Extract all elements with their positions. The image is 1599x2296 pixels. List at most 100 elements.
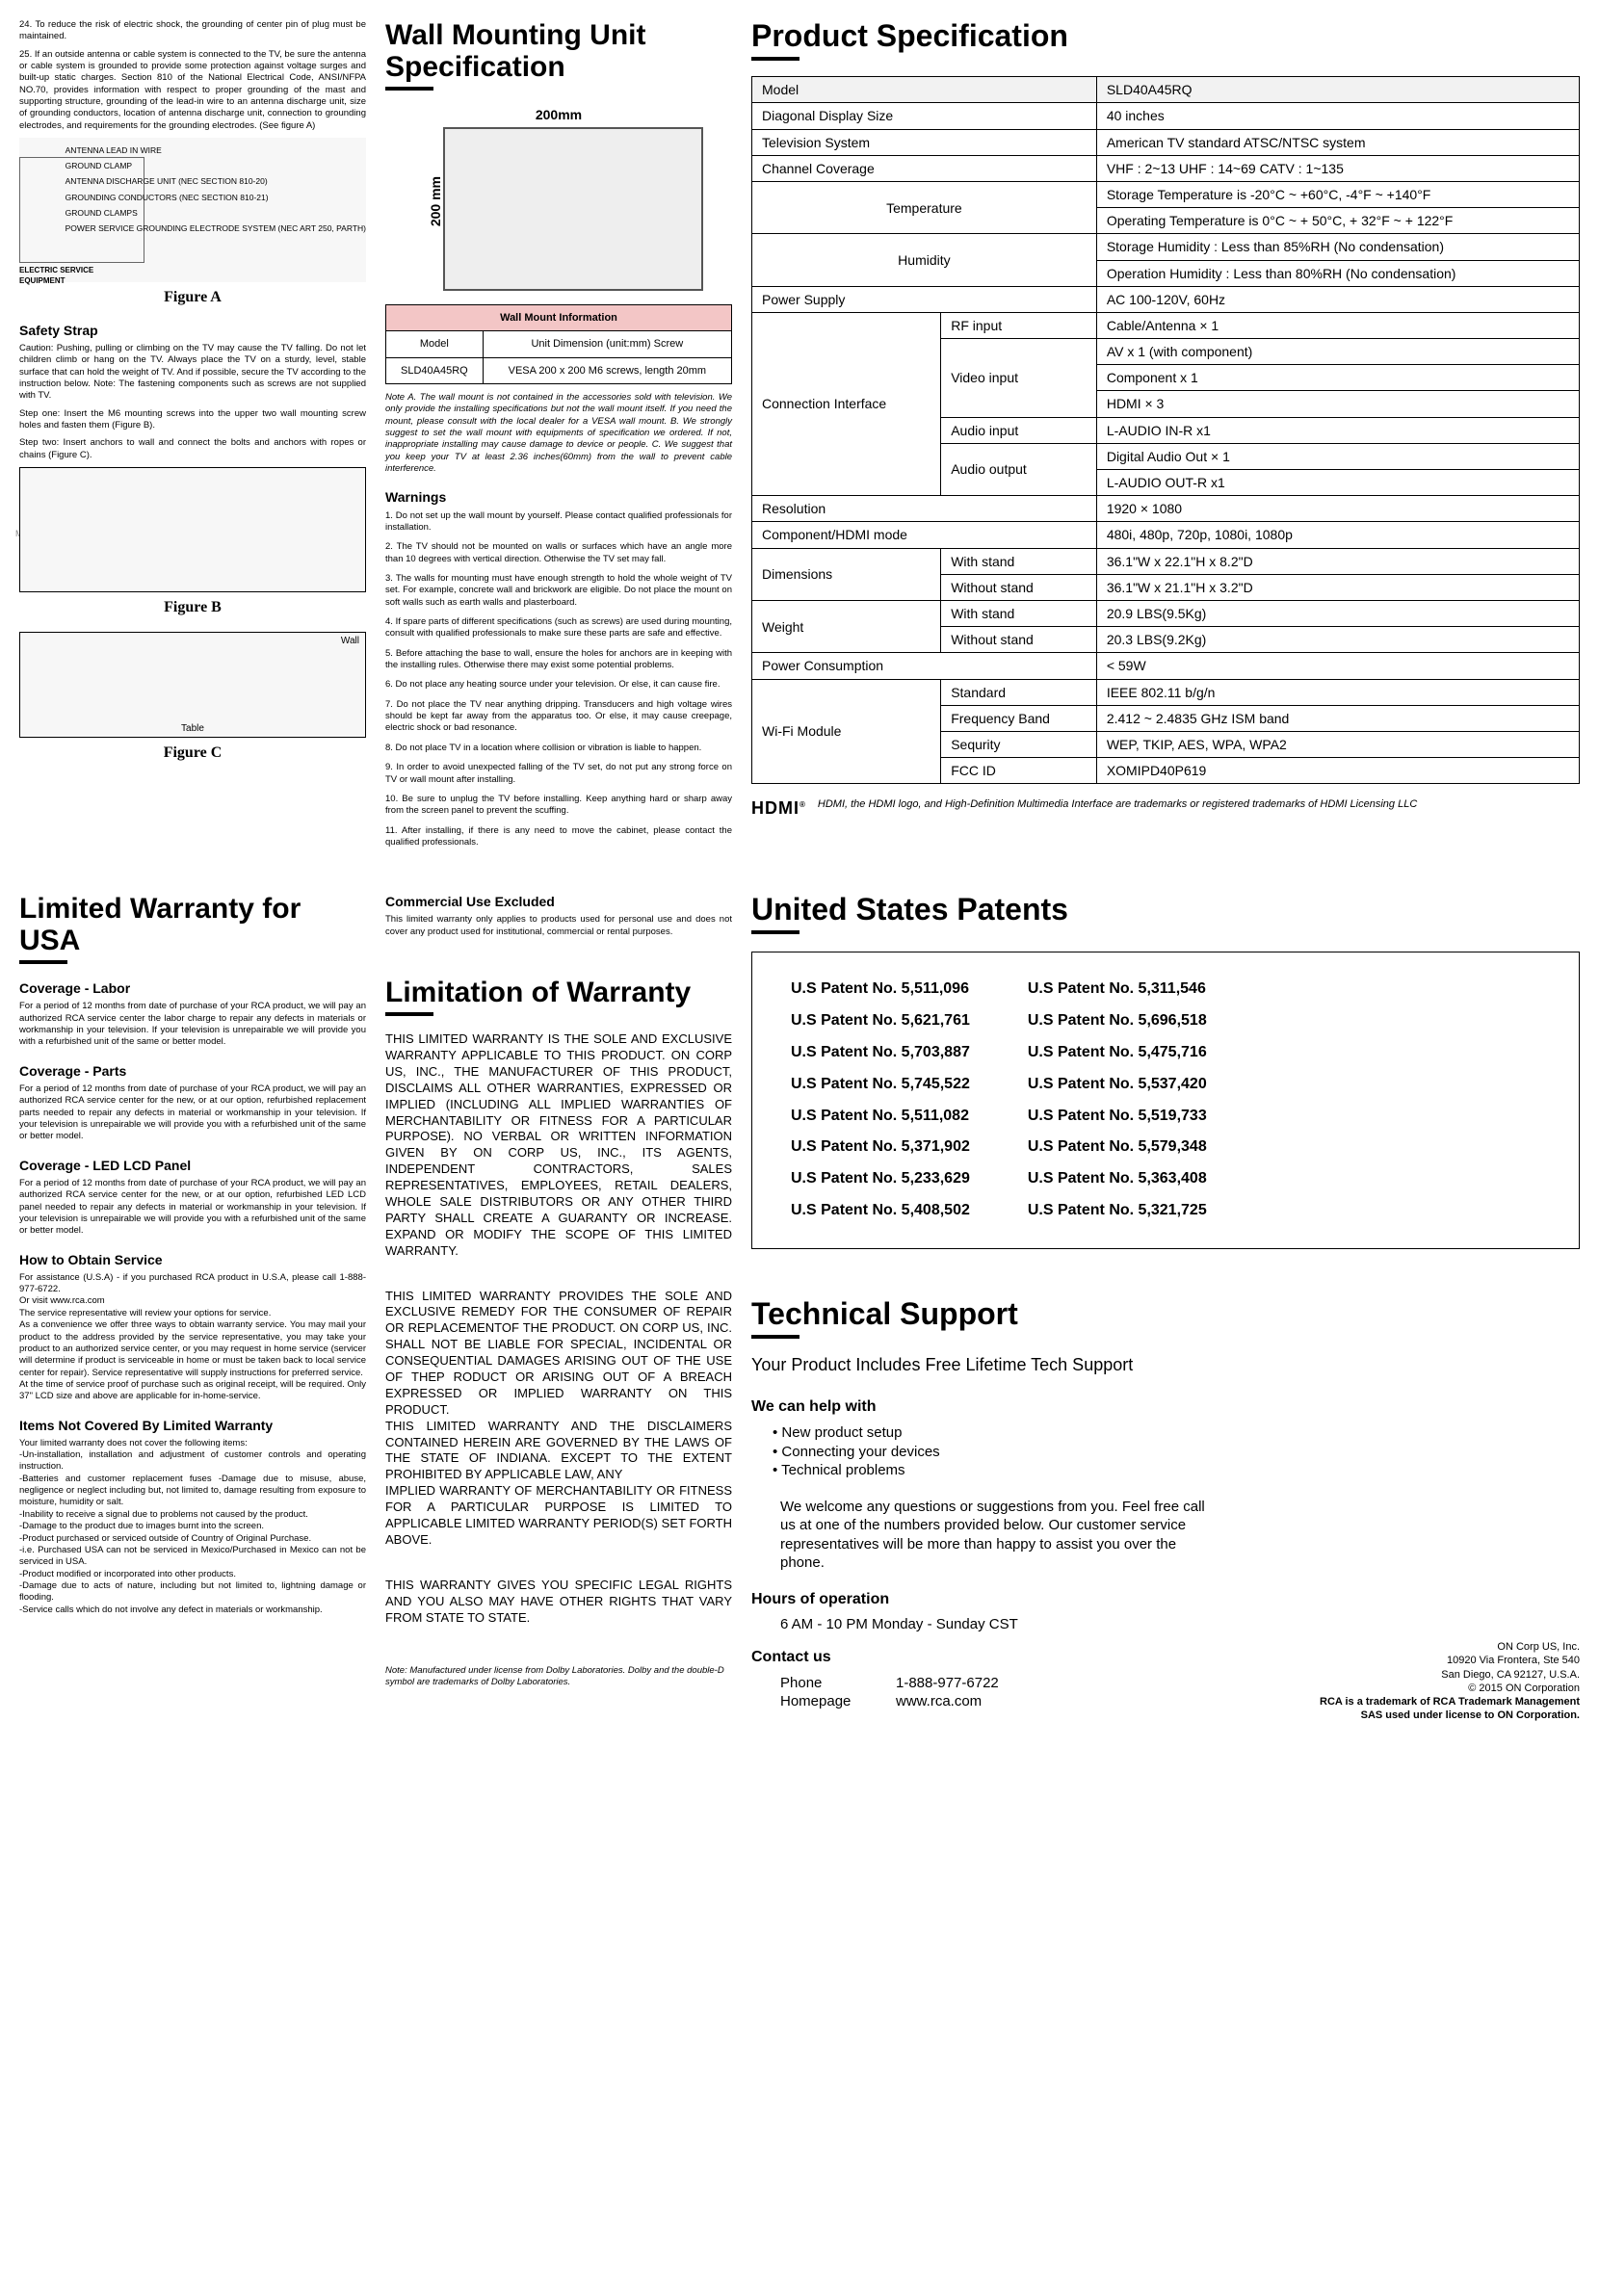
spec-val: 20.9 LBS(9.5Kg) xyxy=(1096,600,1579,626)
footer-line: 10920 Via Frontera, Ste 540 xyxy=(1320,1654,1580,1667)
rule xyxy=(751,930,800,934)
wall-mount-note: Note A. The wall mount is not contained … xyxy=(385,392,732,475)
patent-item: U.S Patent No. 5,475,716 xyxy=(1028,1043,1207,1063)
hdmi-text: HDMI, the HDMI logo, and High-Definition… xyxy=(818,797,1417,811)
table-label: Table xyxy=(181,722,204,735)
spec-sublabel: With stand xyxy=(941,548,1097,574)
spec-sublabel: Standard xyxy=(941,679,1097,705)
help-item: New product setup xyxy=(773,1423,1580,1443)
figure-a-caption: Figure A xyxy=(19,288,366,308)
howto-p: For assistance (U.S.A) - if you purchase… xyxy=(19,1272,366,1403)
footer-line: © 2015 ON Corporation xyxy=(1320,1682,1580,1695)
spec-val: AC 100-120V, 60Hz xyxy=(1096,286,1579,312)
cov-panel-title: Coverage - LED LCD Panel xyxy=(19,1157,366,1174)
spec-sublabel: Audio input xyxy=(941,417,1097,443)
patent-item: U.S Patent No. 5,745,522 xyxy=(791,1075,970,1095)
spec-label: Resolution xyxy=(752,496,1097,522)
spec-val: Digital Audio Out × 1 xyxy=(1096,443,1579,469)
patent-item: U.S Patent No. 5,511,082 xyxy=(791,1107,970,1127)
safety-strap-s1: Step one: Insert the M6 mounting screws … xyxy=(19,408,366,432)
spec-val: 36.1"W x 21.1"H x 3.2"D xyxy=(1096,574,1579,600)
wall-mount-diagram: 200mm 200 mm xyxy=(414,106,703,291)
patents-title: United States Patents xyxy=(751,893,1580,926)
warning-item: 8. Do not place TV in a location where c… xyxy=(385,743,732,754)
warning-item: 5. Before attaching the base to wall, en… xyxy=(385,648,732,672)
rule xyxy=(385,1012,433,1016)
spec-label: Connection Interface xyxy=(752,312,941,495)
spec-label: Temperature xyxy=(752,181,1097,233)
patent-item: U.S Patent No. 5,311,546 xyxy=(1028,979,1207,1000)
spec-val: Operating Temperature is 0°C ~ + 50°C, +… xyxy=(1096,208,1579,234)
spec-label: Channel Coverage xyxy=(752,155,1097,181)
figure-b-diagram xyxy=(19,467,366,592)
spec-val: L-AUDIO OUT-R x1 xyxy=(1096,470,1579,496)
tech-welcome: We welcome any questions or suggestions … xyxy=(751,1498,1214,1573)
spec-val: AV x 1 (with component) xyxy=(1096,339,1579,365)
lim-war-title: Limitation of Warranty xyxy=(385,977,732,1008)
wm-table-header: Wall Mount Information xyxy=(386,305,732,331)
tech-subtitle: Your Product Includes Free Lifetime Tech… xyxy=(751,1354,1580,1376)
spec-table: ModelSLD40A45RQ Diagonal Display Size40 … xyxy=(751,76,1580,784)
rule xyxy=(751,1335,800,1339)
dim-horizontal: 200mm xyxy=(414,106,703,123)
spec-label: Power Consumption xyxy=(752,653,1097,679)
lim-war-p3: THIS WARRANTY GIVES YOU SPECIFIC LEGAL R… xyxy=(385,1578,732,1627)
lim-war-p1: THIS LIMITED WARRANTY IS THE SOLE AND EX… xyxy=(385,1031,732,1259)
rule xyxy=(19,960,67,964)
patent-item: U.S Patent No. 5,408,502 xyxy=(791,1201,970,1221)
spec-label: Wi-Fi Module xyxy=(752,679,941,784)
homepage-value: www.rca.com xyxy=(896,1692,982,1711)
wall-label: Wall xyxy=(341,635,359,647)
fa-label: GROUND CLAMPS xyxy=(66,208,366,218)
spec-sublabel: FCC ID xyxy=(941,758,1097,784)
figure-c-diagram: Wall Table xyxy=(19,632,366,738)
wm-col2: Unit Dimension (unit:mm) Screw xyxy=(483,331,731,357)
spec-sublabel: Without stand xyxy=(941,627,1097,653)
wm-model: SLD40A45RQ xyxy=(386,357,484,383)
wm-col1: Model xyxy=(386,331,484,357)
cov-labor-p: For a period of 12 months from date of p… xyxy=(19,1001,366,1048)
spec-val: American TV standard ATSC/NTSC system xyxy=(1096,129,1579,155)
warning-item: 11. After installing, if there is any ne… xyxy=(385,825,732,849)
phone-value: 1-888-977-6722 xyxy=(896,1674,999,1693)
warranty-title: Limited Warranty for USA xyxy=(19,893,366,956)
spec-label: Weight xyxy=(752,600,941,652)
spec-val: 36.1"W x 22.1"H x 8.2"D xyxy=(1096,548,1579,574)
help-item: Technical problems xyxy=(773,1461,1580,1480)
help-list: New product setup Connecting your device… xyxy=(751,1423,1580,1480)
patents-box: U.S Patent No. 5,511,096 U.S Patent No. … xyxy=(751,952,1580,1248)
patent-item: U.S Patent No. 5,321,725 xyxy=(1028,1201,1207,1221)
fa-label: POWER SERVICE GROUNDING ELECTRODE SYSTEM… xyxy=(66,223,366,233)
hdmi-logo: HDMI® xyxy=(751,797,806,820)
wall-mount-table: Wall Mount Information Model Unit Dimens… xyxy=(385,304,732,384)
spec-label: Model xyxy=(752,77,1097,103)
dolby-note: Note: Manufactured under license from Do… xyxy=(385,1665,732,1689)
figure-a-diagram: ELECTRIC SERVICE EQUIPMENT ANTENNA LEAD … xyxy=(19,138,366,282)
patent-item: U.S Patent No. 5,371,902 xyxy=(791,1137,970,1158)
spec-val: Storage Humidity : Less than 85%RH (No c… xyxy=(1096,234,1579,260)
spec-val: L-AUDIO IN-R x1 xyxy=(1096,417,1579,443)
spec-val: Cable/Antenna × 1 xyxy=(1096,312,1579,338)
safety-strap-p1: Caution: Pushing, pulling or climbing on… xyxy=(19,343,366,403)
item-24: 24. To reduce the risk of electric shock… xyxy=(19,19,366,43)
spec-val: WEP, TKIP, AES, WPA, WPA2 xyxy=(1096,731,1579,757)
cov-parts-title: Coverage - Parts xyxy=(19,1062,366,1080)
safety-strap-title: Safety Strap xyxy=(19,322,366,339)
spec-label: Dimensions xyxy=(752,548,941,600)
footer-address: ON Corp US, Inc. 10920 Via Frontera, Ste… xyxy=(1320,1640,1580,1723)
spec-label: Component/HDMI mode xyxy=(752,522,1097,548)
fa-label: GROUNDING CONDUCTORS (NEC SECTION 810-21… xyxy=(66,193,366,202)
spec-val: VHF : 2~13 UHF : 14~69 CATV : 1~135 xyxy=(1096,155,1579,181)
dim-vertical: 200 mm xyxy=(427,176,444,226)
spec-val: 1920 × 1080 xyxy=(1096,496,1579,522)
spec-label: Television System xyxy=(752,129,1097,155)
notcov-title: Items Not Covered By Limited Warranty xyxy=(19,1417,366,1434)
patent-item: U.S Patent No. 5,537,420 xyxy=(1028,1075,1207,1095)
spec-sublabel: RF input xyxy=(941,312,1097,338)
footer-line: San Diego, CA 92127, U.S.A. xyxy=(1320,1668,1580,1682)
notcov-p: Your limited warranty does not cover the… xyxy=(19,1438,366,1616)
commercial-title: Commercial Use Excluded xyxy=(385,893,732,910)
hours-title: Hours of operation xyxy=(751,1590,1580,1610)
tech-support-title: Technical Support xyxy=(751,1297,1580,1331)
spec-val: HDMI × 3 xyxy=(1096,391,1579,417)
